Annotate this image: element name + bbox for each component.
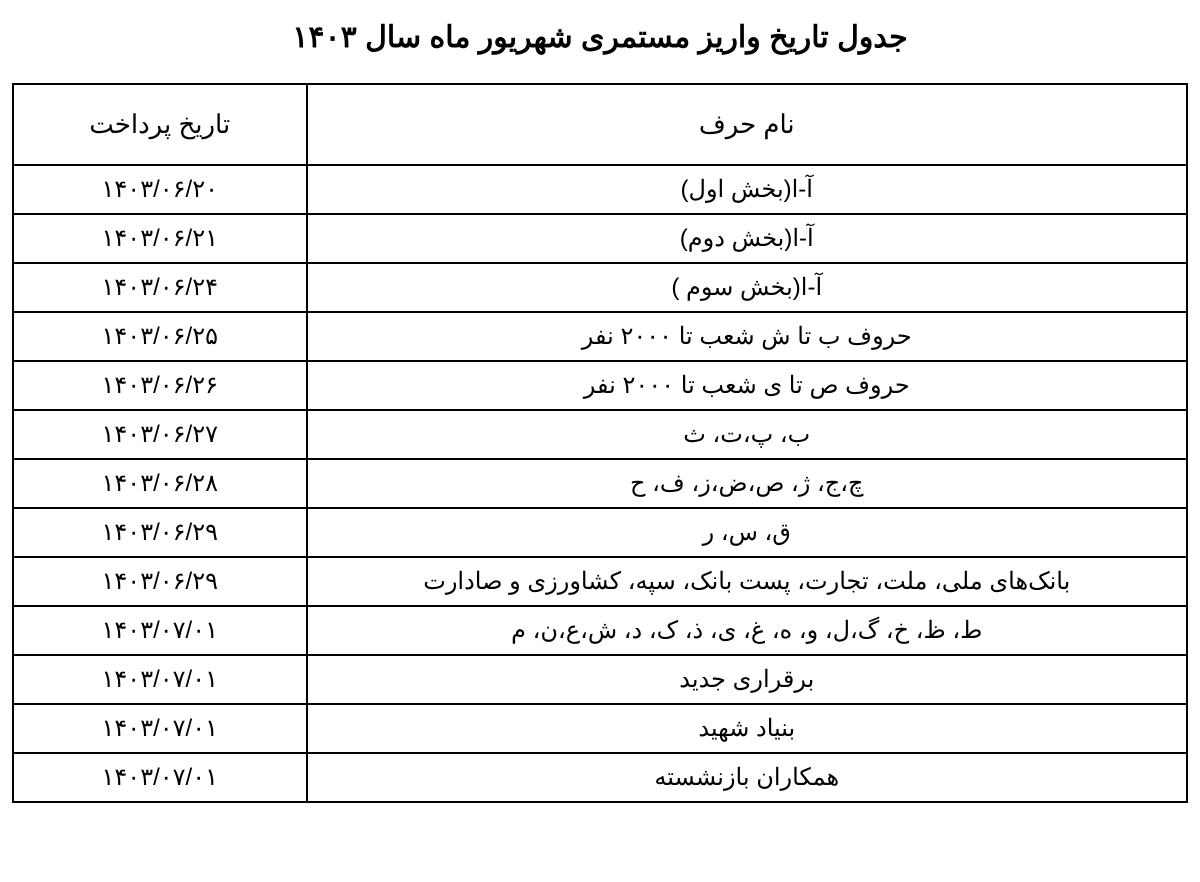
cell-date: ۱۴۰۳/۰۶/۲۵ — [13, 312, 307, 361]
page-title: جدول تاریخ واریز مستمری شهریور ماه سال ۱… — [12, 20, 1188, 55]
table-row: ب، پ،ت، ث ۱۴۰۳/۰۶/۲۷ — [13, 410, 1187, 459]
table-row: آ-ا(بخش اول) ۱۴۰۳/۰۶/۲۰ — [13, 165, 1187, 214]
cell-name: ب، پ،ت، ث — [307, 410, 1188, 459]
table-row: حروف ص تا ی شعب تا ۲۰۰۰ نفر ۱۴۰۳/۰۶/۲۶ — [13, 361, 1187, 410]
cell-date: ۱۴۰۳/۰۶/۲۴ — [13, 263, 307, 312]
table-header-row: نام حرف تاریخ پرداخت — [13, 84, 1187, 165]
cell-date: ۱۴۰۳/۰۶/۲۶ — [13, 361, 307, 410]
cell-date: ۱۴۰۳/۰۶/۲۷ — [13, 410, 307, 459]
table-row: آ-ا(بخش دوم) ۱۴۰۳/۰۶/۲۱ — [13, 214, 1187, 263]
cell-name: ق، س، ر — [307, 508, 1188, 557]
cell-name: برقراری جدید — [307, 655, 1188, 704]
column-header-date: تاریخ پرداخت — [13, 84, 307, 165]
column-header-name: نام حرف — [307, 84, 1188, 165]
cell-name: همکاران بازنشسته — [307, 753, 1188, 802]
cell-name: آ-ا(بخش اول) — [307, 165, 1188, 214]
cell-name: چ،ج، ژ، ص،ض،ز، ف، ح — [307, 459, 1188, 508]
cell-name: بانک‌های ملی، ملت، تجارت، پست بانک، سپه،… — [307, 557, 1188, 606]
payment-schedule-table: نام حرف تاریخ پرداخت آ-ا(بخش اول) ۱۴۰۳/۰… — [12, 83, 1188, 803]
table-row: بانک‌های ملی، ملت، تجارت، پست بانک، سپه،… — [13, 557, 1187, 606]
table-row: همکاران بازنشسته ۱۴۰۳/۰۷/۰۱ — [13, 753, 1187, 802]
table-row: ق، س، ر ۱۴۰۳/۰۶/۲۹ — [13, 508, 1187, 557]
table-row: چ،ج، ژ، ص،ض،ز، ف، ح ۱۴۰۳/۰۶/۲۸ — [13, 459, 1187, 508]
table-row: حروف ب تا ش شعب تا ۲۰۰۰ نفر ۱۴۰۳/۰۶/۲۵ — [13, 312, 1187, 361]
cell-date: ۱۴۰۳/۰۶/۲۹ — [13, 508, 307, 557]
cell-date: ۱۴۰۳/۰۶/۲۰ — [13, 165, 307, 214]
cell-name: آ-ا(بخش دوم) — [307, 214, 1188, 263]
cell-name: حروف ب تا ش شعب تا ۲۰۰۰ نفر — [307, 312, 1188, 361]
cell-date: ۱۴۰۳/۰۷/۰۱ — [13, 655, 307, 704]
cell-date: ۱۴۰۳/۰۶/۲۱ — [13, 214, 307, 263]
cell-date: ۱۴۰۳/۰۶/۲۹ — [13, 557, 307, 606]
cell-name: آ-ا(بخش سوم ) — [307, 263, 1188, 312]
cell-name: ط، ظ، خ، گ،ل، و، ه، غ، ی، ذ، ک، د، ش،ع،ن… — [307, 606, 1188, 655]
table-row: بنیاد شهید ۱۴۰۳/۰۷/۰۱ — [13, 704, 1187, 753]
table-row: ط، ظ، خ، گ،ل، و، ه، غ، ی، ذ، ک، د، ش،ع،ن… — [13, 606, 1187, 655]
table-row: آ-ا(بخش سوم ) ۱۴۰۳/۰۶/۲۴ — [13, 263, 1187, 312]
cell-name: بنیاد شهید — [307, 704, 1188, 753]
table-row: برقراری جدید ۱۴۰۳/۰۷/۰۱ — [13, 655, 1187, 704]
cell-date: ۱۴۰۳/۰۶/۲۸ — [13, 459, 307, 508]
cell-name: حروف ص تا ی شعب تا ۲۰۰۰ نفر — [307, 361, 1188, 410]
cell-date: ۱۴۰۳/۰۷/۰۱ — [13, 606, 307, 655]
cell-date: ۱۴۰۳/۰۷/۰۱ — [13, 753, 307, 802]
cell-date: ۱۴۰۳/۰۷/۰۱ — [13, 704, 307, 753]
